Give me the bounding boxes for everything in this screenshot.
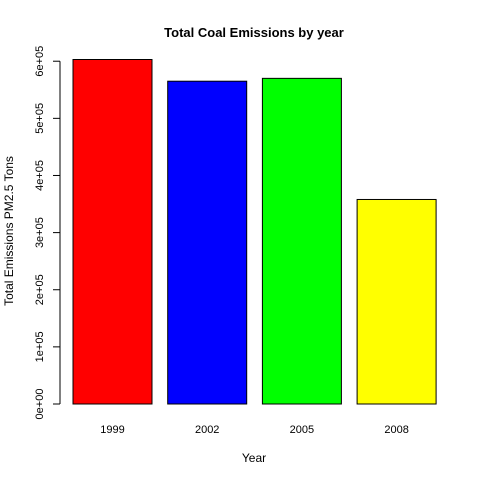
y-tick-label: 1e+05 [34, 331, 46, 362]
y-tick-label: 6e+05 [34, 46, 46, 77]
x-tick-label: 1999 [100, 424, 124, 436]
chart-title: Total Coal Emissions by year [164, 25, 344, 40]
bar-series [72, 59, 437, 405]
bar-1999 [72, 59, 153, 405]
y-tick-label: 0e+00 [34, 389, 46, 420]
bar-2005 [261, 77, 342, 405]
x-tick-label: 2002 [195, 424, 219, 436]
bar-2008 [356, 198, 437, 405]
y-tick-label: 4e+05 [34, 160, 46, 191]
y-tick-label: 3e+05 [34, 217, 46, 248]
y-tick-label: 2e+05 [34, 274, 46, 305]
x-axis-label: Year [242, 451, 266, 465]
x-tick-label: 2005 [290, 424, 314, 436]
x-tick-labels: 1999 2002 2005 2008 [100, 424, 409, 436]
x-tick-label: 2008 [384, 424, 408, 436]
y-tick-label: 5e+05 [34, 103, 46, 134]
bar-2002 [167, 80, 248, 405]
y-axis: 0e+00 1e+05 2e+05 3e+05 4e+05 5e+05 6e+05 [34, 46, 61, 420]
y-axis-label: Total Emissions PM2.5 Tons [2, 156, 16, 306]
